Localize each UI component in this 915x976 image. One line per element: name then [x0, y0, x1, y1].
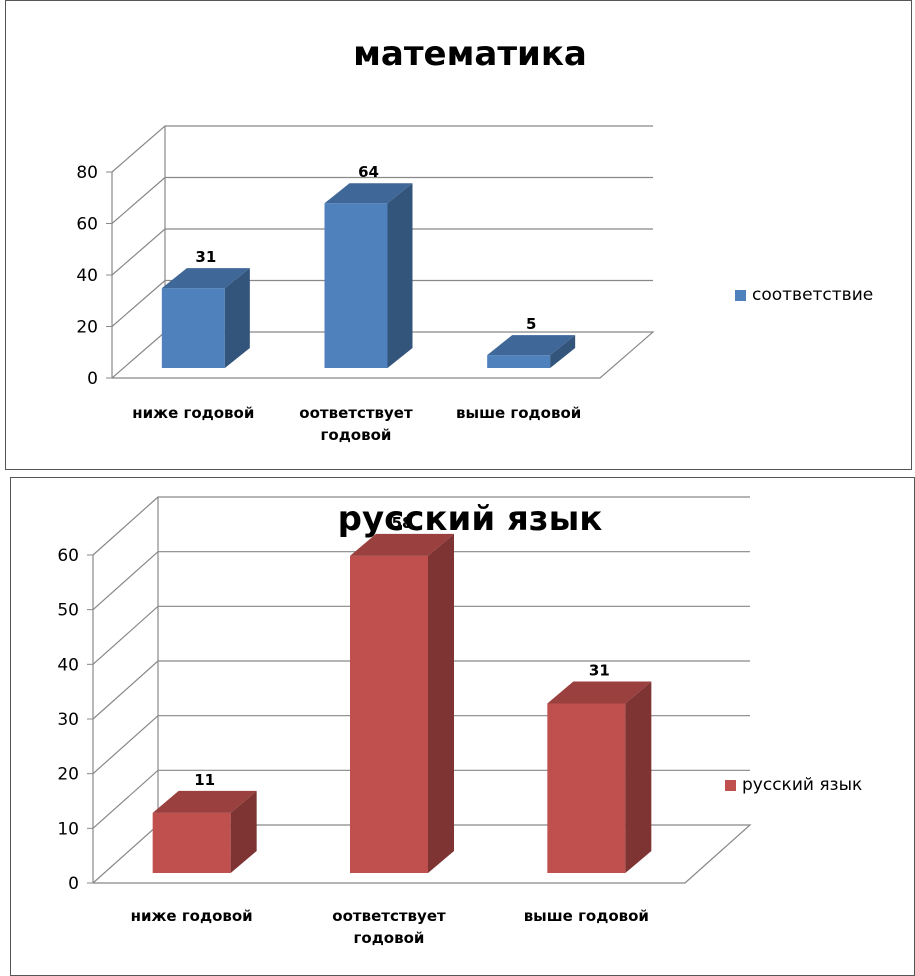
grid-line	[111, 279, 653, 327]
chart-frame	[10, 477, 915, 976]
y-tick-label: 0	[87, 369, 98, 389]
grid-line	[92, 660, 750, 720]
bar-top	[487, 335, 576, 356]
bar-front	[161, 288, 225, 368]
y-tick-label: 50	[57, 601, 79, 621]
legend-swatch	[725, 779, 736, 791]
x-tick-label: ниже годовой	[132, 404, 255, 422]
y-tick-label: 40	[76, 266, 98, 286]
chart-title: математика	[353, 34, 587, 74]
bar-side	[428, 533, 454, 873]
legend-label: русский язык	[742, 775, 863, 795]
bar-side	[387, 183, 413, 368]
y-tick-label: 20	[76, 318, 98, 338]
grid-line	[92, 605, 750, 665]
legend: русский язык	[725, 775, 862, 795]
x-tick-label: ниже годовой	[130, 907, 253, 925]
bar-front	[152, 812, 231, 873]
chart-frame	[5, 0, 912, 470]
grid-line	[111, 331, 655, 379]
bar-side	[625, 681, 652, 873]
x-tick-label: выше годовой	[456, 404, 582, 422]
y-tick-label: 0	[68, 874, 79, 894]
y-tick-label: 40	[57, 655, 79, 675]
value-label: 31	[589, 662, 610, 680]
bar-side	[550, 335, 576, 368]
bar-top	[324, 183, 413, 204]
legend-label: соответствие	[752, 285, 874, 305]
value-label: 5	[526, 315, 536, 333]
bar	[161, 268, 250, 368]
chart-title: русский язык	[338, 499, 603, 539]
grid-line	[111, 176, 653, 224]
bar-top	[350, 533, 454, 556]
y-tick-label: 80	[76, 163, 98, 183]
legend: соответствие	[735, 285, 873, 305]
bar-front	[324, 203, 388, 368]
grid-line	[92, 496, 750, 556]
bar-front	[487, 355, 551, 368]
grid-line	[92, 824, 752, 884]
legend-swatch	[735, 289, 746, 301]
bar-top	[161, 268, 250, 289]
bar	[324, 183, 413, 368]
bar-side	[230, 790, 257, 873]
grid-line	[111, 125, 653, 173]
bar-front	[547, 703, 626, 873]
value-label: 11	[194, 771, 215, 789]
value-label: 64	[358, 163, 379, 181]
y-tick-label: 60	[76, 215, 98, 235]
bar	[487, 335, 576, 368]
x-tick-label: оответствует годовой	[299, 404, 413, 444]
y-tick-label: 10	[57, 819, 79, 839]
y-tick-label: 20	[57, 765, 79, 785]
value-label: 31	[195, 248, 216, 266]
y-tick-label: 60	[57, 546, 79, 566]
bar-top	[152, 790, 257, 813]
bar	[547, 681, 652, 873]
bar	[152, 790, 257, 873]
value-label: 58	[392, 514, 413, 532]
x-tick-label: выше годовой	[523, 907, 649, 925]
y-tick-label: 30	[57, 710, 79, 730]
bar-front	[350, 555, 428, 873]
bar-top	[547, 681, 652, 704]
bar-side	[224, 268, 250, 368]
x-tick-label: оответствует годовой	[332, 907, 446, 947]
grid-line	[111, 228, 653, 276]
bar	[350, 533, 454, 873]
grid-line	[92, 551, 750, 611]
